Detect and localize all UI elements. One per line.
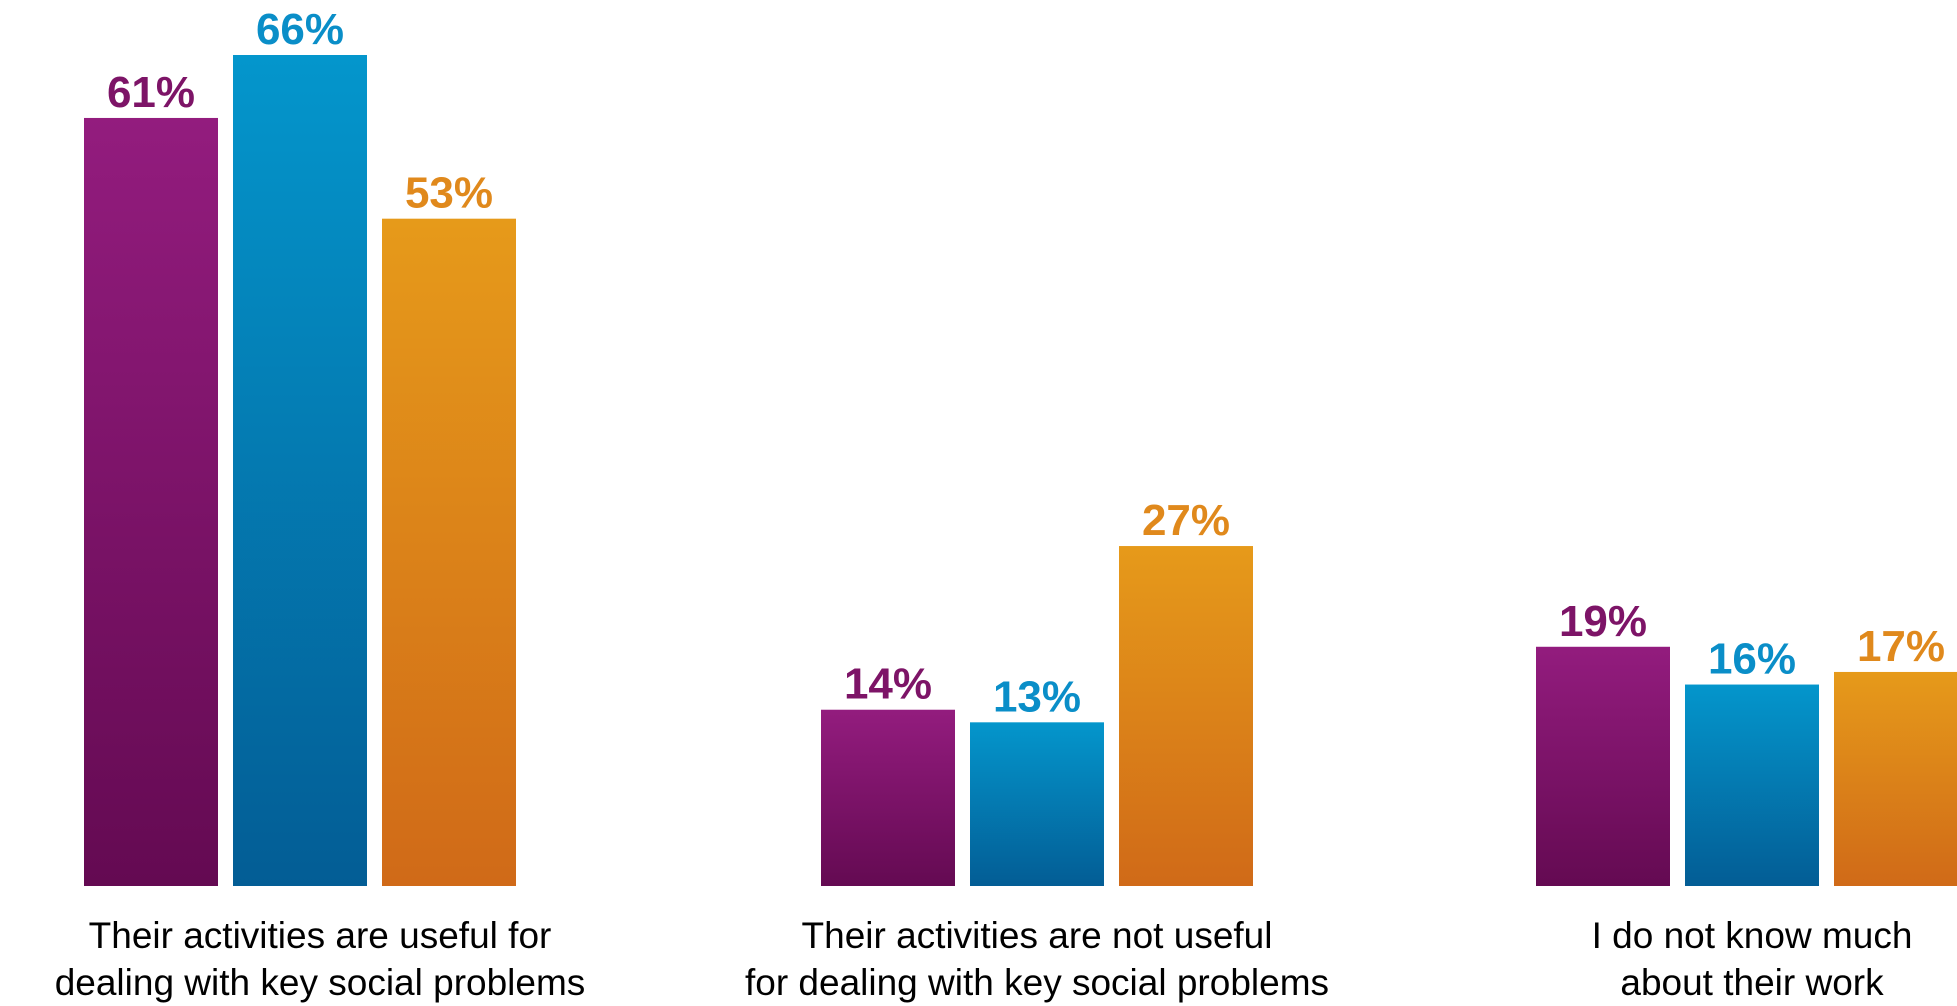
bar-do-not-know-series-2 [1685, 684, 1819, 886]
category-label-line: for dealing with key social problems [744, 962, 1330, 1003]
category-label-line: about their work [1620, 962, 1884, 1003]
bar-do-not-know-series-1 [1536, 646, 1670, 886]
category-label-useful: Their activities are useful for dealing … [0, 912, 640, 1006]
value-label-not-useful-series-3: 27% [1142, 496, 1230, 545]
bar-useful-series-1 [84, 117, 218, 887]
category-label-do-not-know: I do not know much about their work [1432, 912, 1957, 1006]
category-label-line: dealing with key social problems [54, 962, 586, 1003]
value-label-not-useful-series-2: 13% [993, 672, 1081, 721]
value-label-useful-series-2: 66% [256, 5, 344, 54]
value-label-useful-series-1: 61% [107, 68, 195, 117]
bar-do-not-know-series-3 [1834, 671, 1957, 886]
category-label-line: I do not know much [1591, 915, 1913, 956]
category-label-not-useful: Their activities are not useful for deal… [717, 912, 1357, 1006]
bar-useful-series-3 [382, 218, 516, 886]
value-labels-layer: 61% 66% 53% 14% 13% 27% 19% 16% 17% [107, 5, 1945, 721]
bar-useful-series-2 [233, 55, 367, 886]
bar-not-useful-series-3 [1119, 546, 1253, 886]
value-label-do-not-know-series-1: 19% [1559, 597, 1647, 646]
bars-layer [84, 55, 1957, 887]
value-label-not-useful-series-1: 14% [844, 660, 932, 709]
bar-not-useful-series-1 [821, 709, 955, 886]
value-label-do-not-know-series-3: 17% [1857, 622, 1945, 671]
bar-not-useful-series-2 [970, 722, 1104, 886]
category-label-line: Their activities are not useful [801, 915, 1273, 956]
category-label-line: Their activities are useful for [88, 915, 552, 956]
value-label-useful-series-3: 53% [405, 169, 493, 218]
value-label-do-not-know-series-2: 16% [1708, 635, 1796, 684]
